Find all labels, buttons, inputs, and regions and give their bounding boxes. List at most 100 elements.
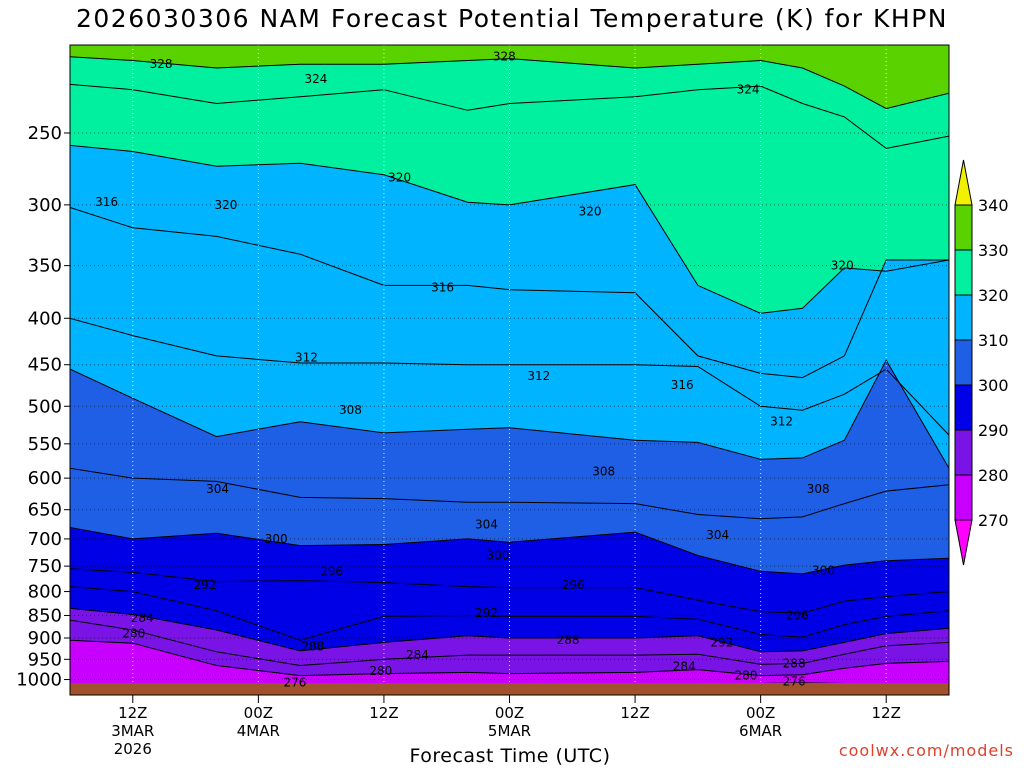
colorbar-cell-3 <box>954 384 973 431</box>
isentrope-308 <box>70 359 949 469</box>
colorbar-label-280: 280 <box>978 466 1009 485</box>
x-tick-label: 00Z <box>495 704 524 722</box>
contour-label-288: 288 <box>301 640 324 654</box>
contour-label-304: 304 <box>206 482 229 496</box>
colorbar-label-330: 330 <box>978 241 1009 260</box>
pressure-axis: 2503003504004505005506006507007508008509… <box>16 123 70 691</box>
contour-label-328: 328 <box>493 50 516 64</box>
contour-label-276: 276 <box>284 676 307 690</box>
contour-label-308: 308 <box>339 403 362 417</box>
isentrope-280 <box>70 639 949 677</box>
colorbar-cell-5 <box>954 294 973 341</box>
contour-label-300: 300 <box>487 548 510 562</box>
y-tick-label-800: 800 <box>28 582 62 603</box>
x-tick-label: 5MAR <box>488 722 531 740</box>
contour-label-312: 312 <box>527 369 550 383</box>
contour-label-308: 308 <box>807 482 830 496</box>
isentrope-300 <box>70 527 949 575</box>
isentrope-320 <box>70 144 949 314</box>
y-tick-label-750: 750 <box>28 556 62 577</box>
y-tick-label-500: 500 <box>28 396 62 417</box>
isentrope-324 <box>70 83 949 149</box>
contour-label-284: 284 <box>673 659 696 673</box>
y-tick-label-950: 950 <box>28 649 62 670</box>
contour-label-292: 292 <box>194 578 217 592</box>
colorbar-label-270: 270 <box>978 511 1009 530</box>
colorbar-label-310: 310 <box>978 331 1009 350</box>
chart-title: 2026030306 NAM Forecast Potential Temper… <box>76 4 948 33</box>
isentrope-316 <box>70 207 949 379</box>
x-tick-label: 12Z <box>620 704 649 722</box>
contour-label-320: 320 <box>579 204 602 218</box>
colorbar-label-320: 320 <box>978 286 1009 305</box>
contour-label-284: 284 <box>406 648 429 662</box>
grid-layer <box>70 45 949 695</box>
contour-label-304: 304 <box>475 518 498 532</box>
contour-label-320: 320 <box>214 198 237 212</box>
colorbar-cell-7 <box>954 204 973 251</box>
contour-label-300: 300 <box>812 563 835 577</box>
x-tick-label: 00Z <box>746 704 775 722</box>
contour-label-324: 324 <box>304 72 327 86</box>
contour-label-284: 284 <box>131 611 154 625</box>
contour-label-288: 288 <box>783 656 806 670</box>
y-tick-label-650: 650 <box>28 500 62 521</box>
x-tick-label: 00Z <box>244 704 273 722</box>
isentrope-328 <box>70 56 949 110</box>
contour-label-320: 320 <box>831 259 854 273</box>
x-tick-label: 6MAR <box>739 722 782 740</box>
colorbar: 270 280 290 300 310 320 330 340 <box>954 159 1009 566</box>
contour-label-288: 288 <box>557 633 580 647</box>
y-tick-label-300: 300 <box>28 195 62 216</box>
isentrope-284 <box>70 619 949 667</box>
y-tick-label-900: 900 <box>28 628 62 649</box>
contour-label-276: 276 <box>783 675 806 689</box>
contour-label-280: 280 <box>122 627 145 641</box>
x-axis-label: Forecast Time (UTC) <box>409 745 611 767</box>
y-tick-label-350: 350 <box>28 256 62 277</box>
colorbar-top-triangle <box>954 159 973 206</box>
colorbar-cell-6 <box>954 249 973 296</box>
contour-label-320: 320 <box>388 171 411 185</box>
colorbar-label-340: 340 <box>978 196 1009 215</box>
site-watermark: coolwx.com/models <box>838 741 1014 760</box>
contour-label-316: 316 <box>671 378 694 392</box>
colorbar-label-300: 300 <box>978 376 1009 395</box>
contour-label-300: 300 <box>265 532 288 546</box>
y-tick-label-850: 850 <box>28 605 62 626</box>
contour-label-304: 304 <box>706 528 729 542</box>
contour-label-308: 308 <box>592 465 615 479</box>
contour-label-292: 292 <box>475 606 498 620</box>
contour-label-296: 296 <box>786 608 809 622</box>
contour-label-296: 296 <box>320 564 343 578</box>
terrain-band <box>70 683 949 695</box>
colorbar-cell-1 <box>954 474 973 521</box>
contour-label-312: 312 <box>295 351 318 365</box>
x-tick-label: 12Z <box>369 704 398 722</box>
contour-label-292: 292 <box>710 635 733 649</box>
contour-label-layer: 328 328 324 324 320 320 320 320 316 316 316 312 312 3… <box>95 50 854 690</box>
y-tick-label-250: 250 <box>28 123 62 144</box>
contour-label-280: 280 <box>369 664 392 678</box>
fill-below-280 <box>70 640 949 695</box>
y-tick-label-1000: 1000 <box>16 670 62 691</box>
isentrope-288 <box>70 607 949 653</box>
isentrope-304 <box>70 467 949 520</box>
colorbar-label-290: 290 <box>978 421 1009 440</box>
temperature-fill-layer <box>70 45 949 695</box>
x-tick-label: 2026 <box>114 740 152 758</box>
y-tick-label-400: 400 <box>28 308 62 329</box>
contour-label-324: 324 <box>737 83 760 97</box>
contour-label-280: 280 <box>735 669 758 683</box>
y-tick-label-600: 600 <box>28 468 62 489</box>
x-tick-label: 3MAR <box>111 722 154 740</box>
isentrope-312 <box>70 317 949 436</box>
colorbar-cell-2 <box>954 429 973 476</box>
contour-label-316: 316 <box>431 281 454 295</box>
x-tick-label: 4MAR <box>237 722 280 740</box>
contour-label-296: 296 <box>562 578 585 592</box>
contour-label-316: 316 <box>95 195 118 209</box>
colorbar-cell-4 <box>954 339 973 386</box>
